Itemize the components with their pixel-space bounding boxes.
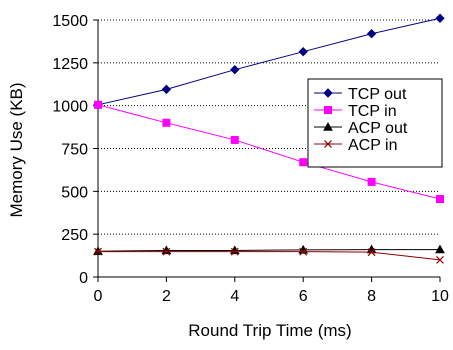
y-tick-label-1000: 1000 bbox=[52, 99, 88, 116]
data-point-acp-in-0-stroke-b bbox=[94, 247, 102, 256]
series-line-tcp-in bbox=[97, 104, 441, 200]
data-point-acp-in-6 bbox=[299, 247, 308, 256]
y-tick-label-750: 750 bbox=[61, 142, 88, 159]
data-point-tcp-in-10 bbox=[436, 195, 444, 204]
axes: 0 250 500 750 1000 1250 1500 0 2 4 6 8 10 bbox=[52, 13, 449, 305]
x-tick-label-4: 4 bbox=[230, 288, 239, 305]
x-axis-title: Round Trip Time (ms) bbox=[188, 321, 351, 340]
data-point-tcp-in-4 bbox=[230, 135, 239, 144]
data-point-tcp-out-4 bbox=[230, 64, 240, 75]
legend-marker-acp-in-stroke-b bbox=[324, 140, 332, 148]
legend-label-tcp-in: TCP in bbox=[348, 103, 397, 120]
data-point-acp-out-10 bbox=[435, 244, 445, 254]
y-tick-label-250: 250 bbox=[61, 227, 88, 244]
data-point-acp-in-4-stroke-b bbox=[230, 247, 239, 256]
data-point-tcp-in-8 bbox=[367, 177, 376, 186]
data-point-tcp-out-2 bbox=[161, 84, 172, 95]
data-point-acp-in-4 bbox=[230, 247, 239, 256]
data-point-tcp-out-6 bbox=[298, 46, 308, 57]
y-tick-label-1500: 1500 bbox=[52, 13, 88, 30]
y-axis-title: Memory Use (KB) bbox=[7, 82, 26, 217]
data-point-acp-in-0 bbox=[94, 247, 102, 256]
data-point-acp-in-2-stroke-b bbox=[162, 247, 171, 256]
y-tick-label-500: 500 bbox=[61, 184, 88, 201]
x-tick-label-6: 6 bbox=[299, 288, 308, 305]
legend-marker-acp-out bbox=[323, 121, 333, 131]
series-line-tcp-out bbox=[97, 17, 441, 106]
legend-label-tcp-out: TCP out bbox=[348, 86, 407, 103]
x-tick-label-2: 2 bbox=[162, 288, 171, 305]
data-point-acp-in-2 bbox=[162, 247, 171, 256]
data-point-acp-in-10 bbox=[436, 255, 444, 264]
legend-label-acp-in: ACP in bbox=[348, 137, 398, 154]
data-point-tcp-out-8 bbox=[366, 28, 377, 39]
legend-marker-tcp-out bbox=[323, 88, 333, 98]
y-tick-label-1250: 1250 bbox=[52, 56, 88, 73]
series-lines bbox=[93, 13, 445, 264]
series-line-acp-out bbox=[97, 249, 440, 252]
legend-marker-tcp-in bbox=[324, 106, 332, 114]
data-point-tcp-out-10 bbox=[435, 13, 445, 23]
data-point-tcp-in-0 bbox=[94, 100, 102, 109]
legend-label-acp-out: ACP out bbox=[348, 120, 408, 137]
data-point-tcp-in-2 bbox=[162, 118, 171, 127]
legend-marker-acp-in bbox=[324, 140, 332, 148]
data-point-tcp-in-6 bbox=[299, 158, 308, 167]
data-point-acp-in-8-stroke-b bbox=[367, 248, 376, 257]
data-point-acp-in-8 bbox=[367, 248, 376, 257]
gridlines bbox=[98, 19, 440, 235]
data-point-acp-in-10-stroke-b bbox=[436, 255, 444, 264]
y-tick-label-0: 0 bbox=[79, 270, 88, 287]
x-tick-label-0: 0 bbox=[94, 288, 103, 305]
data-point-acp-in-6-stroke-b bbox=[299, 247, 308, 256]
series-line-acp-in bbox=[98, 251, 441, 261]
x-tick-label-10: 10 bbox=[431, 288, 449, 305]
x-tick-label-8: 8 bbox=[367, 288, 376, 305]
